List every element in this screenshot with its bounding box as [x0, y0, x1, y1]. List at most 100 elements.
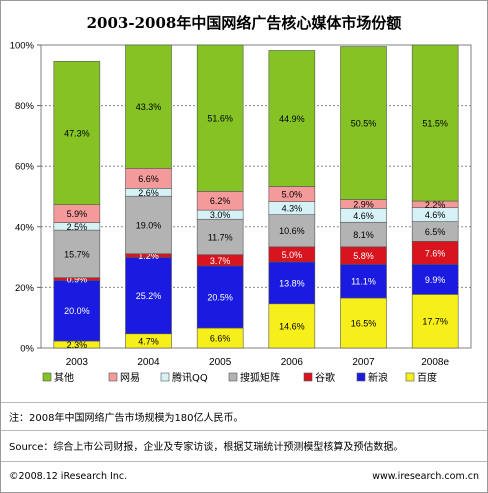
data-label: 2.3%: [67, 340, 88, 350]
data-label: 13.8%: [279, 278, 305, 288]
bar-segment: [268, 50, 316, 187]
data-label: 5.0%: [282, 250, 303, 260]
legend-swatch: [108, 372, 118, 382]
data-label: 19.0%: [136, 220, 162, 230]
data-label: 1.2%: [138, 251, 159, 261]
data-label: 6.5%: [425, 227, 446, 237]
data-label: 11.7%: [208, 232, 233, 242]
axes: 0% 20% 40% 60% 80% 100% 2003 2004 2005 2006 2007 20…: [10, 41, 450, 369]
data-label: 25.2%: [136, 291, 162, 301]
legend-label: 谷歌: [315, 371, 335, 384]
data-label: 43.3%: [136, 102, 162, 112]
legend-label: 其他: [54, 371, 74, 384]
gridlines: [40, 44, 472, 349]
bar-segment: [53, 280, 101, 342]
y-tick-label: 60%: [15, 162, 35, 173]
data-label: 20.0%: [64, 306, 90, 316]
bar-segment: [53, 61, 101, 205]
y-tick-label: 20%: [15, 283, 35, 294]
legend-label: 网易: [120, 372, 140, 384]
x-tick-label: 2006: [281, 357, 304, 368]
data-label: 2.2%: [425, 200, 446, 210]
data-label: 51.5%: [422, 119, 448, 129]
data-label: 5.8%: [353, 251, 374, 261]
data-label: 3.7%: [210, 256, 231, 266]
data-label: 14.6%: [279, 321, 305, 331]
bar-segment: [125, 195, 172, 255]
data-label: 44.9%: [279, 114, 305, 124]
bars: 2.3% 20.0% 0.9% 15.7% 2.5% 5.9% 47.3% 4.7% 25.2%…: [53, 44, 459, 350]
divider-line: [1, 461, 487, 462]
stacked-bar-chart: 2003-2008年中国网络广告核心媒体市场份额 2.3% 20.0% 0.9% 15…: [10, 14, 472, 384]
y-tick-label: 0%: [20, 344, 34, 355]
data-label: 6.6%: [210, 334, 231, 344]
legend-label: 腾讯QQ: [172, 371, 208, 384]
legend-swatch: [160, 372, 170, 382]
y-tick-label: 80%: [15, 101, 35, 112]
bar-segment: [411, 44, 459, 202]
bar-segment: [125, 44, 172, 169]
data-label: 0.9%: [67, 275, 88, 285]
legend: 其他 网易 腾讯QQ 搜狐矩阵 谷歌 新浪 百度: [42, 371, 437, 384]
legend-item: 网易: [108, 372, 140, 384]
bar-segment: [340, 264, 387, 299]
bar-segment: [196, 218, 244, 255]
data-label: 5.0%: [282, 190, 303, 200]
y-tick-label: 100%: [10, 41, 35, 52]
legend-item: 百度: [405, 371, 437, 384]
x-tick-label: 2005: [209, 357, 232, 368]
legend-swatch: [356, 372, 366, 382]
data-label: 2.5%: [67, 222, 88, 232]
legend-label: 新浪: [368, 371, 388, 384]
data-label: 10.6%: [279, 226, 305, 236]
data-label: 11.1%: [351, 277, 376, 287]
data-label: 51.6%: [207, 114, 233, 124]
chart-title: 2003-2008年中国网络广告核心媒体市场份额: [87, 14, 402, 32]
plot-area: [40, 44, 472, 349]
legend-item: 其他: [42, 371, 74, 384]
data-label: 6.6%: [138, 174, 159, 184]
legend-item: 谷歌: [303, 371, 335, 384]
legend-label: 百度: [417, 371, 437, 384]
bar-segment: [268, 303, 316, 349]
legend-item: 搜狐矩阵: [228, 371, 280, 384]
legend-swatch: [303, 372, 313, 382]
legend-label: 搜狐矩阵: [240, 371, 280, 384]
bar-segment: [411, 264, 459, 295]
data-label: 15.7%: [64, 249, 90, 259]
bar-segment: [268, 214, 316, 248]
data-label: 4.6%: [353, 211, 374, 221]
data-label: 47.3%: [64, 129, 90, 139]
data-label: 6.2%: [210, 196, 231, 206]
bar-segment: [268, 261, 316, 305]
website-text: www.iresearch.com.cn: [372, 471, 479, 482]
data-label: 16.5%: [351, 319, 377, 329]
bar-segment: [340, 46, 387, 200]
chart-note: 注：2008年中国网络广告市场规模为180亿人民币。: [9, 413, 244, 424]
data-label: 8.1%: [353, 230, 374, 240]
data-label: 7.6%: [425, 248, 446, 258]
x-tick-label: 2007: [352, 357, 375, 368]
data-label: 3.0%: [210, 210, 231, 220]
legend-swatch: [228, 372, 238, 382]
x-tick-label: 2003: [66, 357, 89, 368]
data-label: 2.9%: [353, 199, 374, 209]
bar-segment: [340, 297, 387, 349]
data-label: 50.5%: [351, 119, 377, 129]
bar-segment: [340, 221, 387, 248]
x-tick-label: 2008e: [421, 357, 449, 368]
legend-item: 腾讯QQ: [160, 371, 208, 384]
legend-swatch: [405, 372, 415, 382]
data-label: 9.9%: [425, 275, 446, 285]
bar-segment: [196, 44, 244, 192]
data-label: 4.7%: [138, 336, 159, 346]
divider-line: [1, 430, 487, 431]
data-label: 4.3%: [282, 204, 303, 214]
x-tick-label: 2004: [137, 357, 160, 368]
data-label: 17.7%: [422, 317, 448, 327]
data-label: 2.6%: [138, 188, 159, 198]
data-label: 4.6%: [425, 210, 446, 220]
data-label: 5.9%: [67, 209, 88, 219]
divider-line: [1, 402, 487, 403]
